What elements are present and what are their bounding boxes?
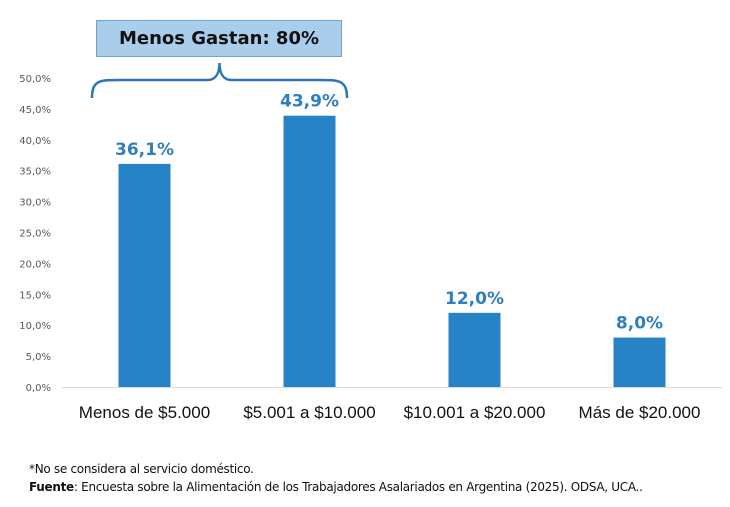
- y-tick-label: 20,0%: [19, 259, 51, 270]
- bar: [118, 163, 171, 387]
- y-tick-label: 0,0%: [26, 383, 51, 394]
- footnote: *No se considera al servicio doméstico.: [29, 462, 254, 476]
- annotation-text: Menos Gastan: 80%: [118, 28, 320, 49]
- y-tick-label: 15,0%: [19, 290, 51, 301]
- data-label: 43,9%: [280, 92, 339, 112]
- source-line: Fuente: Encuesta sobre la Alimentación d…: [29, 480, 643, 494]
- bar: [613, 337, 666, 387]
- data-label: 8,0%: [616, 314, 663, 334]
- bar: [448, 312, 501, 387]
- source-text: : Encuesta sobre la Alimentación de los …: [73, 480, 643, 494]
- y-tick-label: 5,0%: [26, 352, 51, 363]
- annotation-box: Menos Gastan: 80%: [96, 20, 342, 57]
- y-tick-label: 45,0%: [19, 105, 51, 116]
- y-tick-label: 10,0%: [19, 321, 51, 332]
- brace-annotation: [90, 62, 349, 99]
- data-label: 36,1%: [115, 140, 174, 160]
- source-label: Fuente: [29, 480, 74, 494]
- x-tick-label: $10.001 a $20.000: [404, 403, 546, 422]
- bar: [283, 115, 336, 387]
- y-tick-label: 35,0%: [19, 167, 51, 178]
- y-tick-label: 30,0%: [19, 198, 51, 209]
- x-tick-label: Más de $20.000: [579, 403, 701, 422]
- x-tick-label: $5.001 a $10.000: [243, 403, 375, 422]
- y-tick-label: 50,0%: [19, 74, 51, 85]
- x-tick-label: Menos de $5.000: [79, 403, 210, 422]
- y-tick-label: 40,0%: [19, 136, 51, 147]
- data-label: 12,0%: [445, 289, 504, 309]
- y-tick-label: 25,0%: [19, 229, 51, 240]
